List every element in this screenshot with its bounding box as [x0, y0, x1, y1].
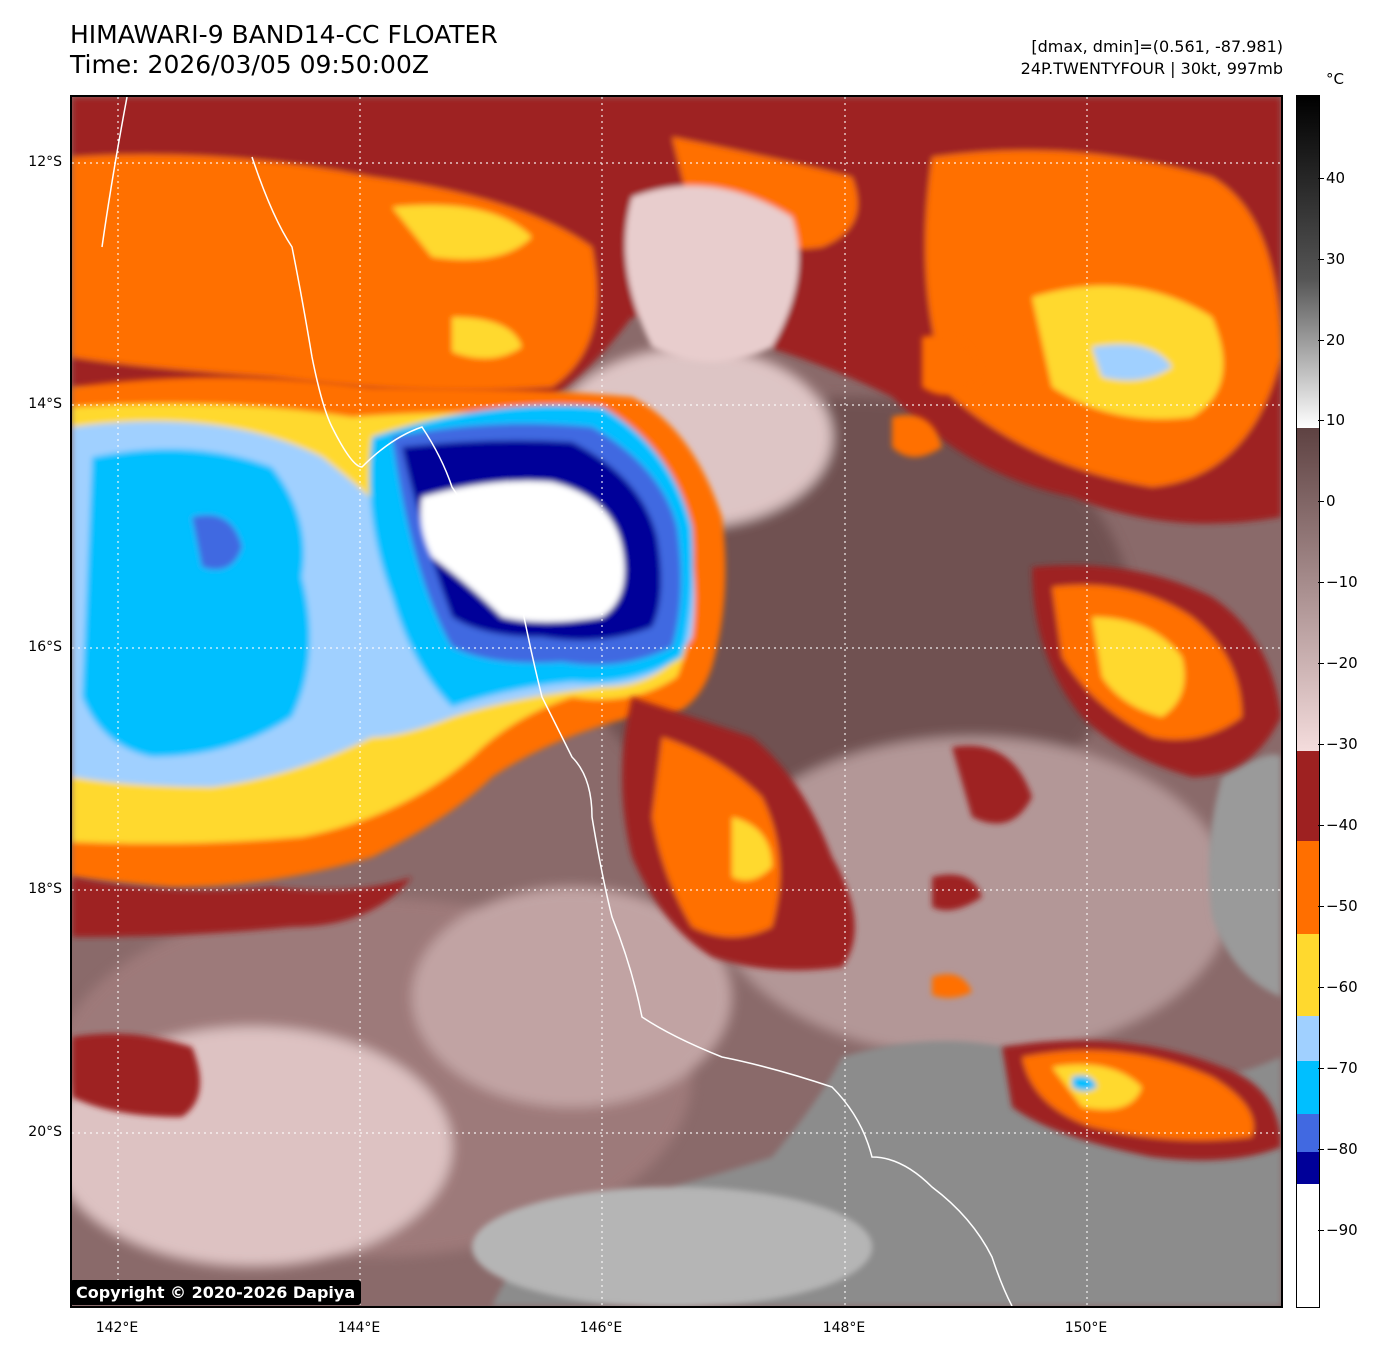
colorbar-svg	[1297, 96, 1319, 1307]
title-line-product: HIMAWARI-9 BAND14-CC FLOATER	[70, 20, 498, 49]
lower-cloud-band	[72, 697, 855, 1117]
lon-label-150e: 150°E	[1064, 1320, 1108, 1336]
lat-label-20s: 20°S	[28, 1124, 62, 1140]
colorbar-tick: −90	[1318, 1221, 1358, 1239]
colorbar-tick: −60	[1318, 978, 1358, 996]
lon-label-146e: 146°E	[579, 1320, 623, 1336]
lat-label-16s: 16°S	[28, 639, 62, 655]
lon-label-148e: 148°E	[822, 1320, 866, 1336]
storm-info-text: 24P.TWENTYFOUR | 30kt, 997mb	[1020, 59, 1283, 78]
colorbar-tick: 0	[1318, 492, 1336, 510]
colorbar-tick: −40	[1318, 816, 1358, 834]
satellite-image	[70, 95, 1283, 1308]
lat-label-14s: 14°S	[28, 396, 62, 412]
title-line-time: Time: 2026/03/05 09:50:00Z	[70, 50, 429, 79]
storm-meta: [dmax, dmin]=(0.561, -87.981) 24P.TWENTY…	[1021, 36, 1283, 80]
colorbar-tick: −30	[1318, 735, 1358, 753]
copyright-badge: Copyright © 2020-2026 Dapiya	[70, 1280, 362, 1305]
colorbar-tick: 30	[1317, 250, 1346, 268]
colorbar-tick: 40	[1317, 169, 1346, 187]
lon-label-144e: 144°E	[337, 1320, 381, 1336]
colorbar-tick: 20	[1317, 331, 1346, 349]
colorbar-tick: −10	[1318, 573, 1358, 591]
lat-label-18s: 18°S	[28, 881, 62, 897]
colorbar-tick: 10	[1317, 411, 1346, 429]
coastline	[101, 97, 1013, 1306]
lat-label-12s: 12°S	[28, 154, 62, 170]
colorbar	[1296, 95, 1320, 1308]
lon-label-142e: 142°E	[95, 1320, 139, 1336]
satellite-imagery-svg	[72, 97, 1281, 1306]
colorbar-tick: −50	[1318, 897, 1358, 915]
right-convection	[892, 335, 1281, 1161]
colorbar-tick: −20	[1318, 654, 1358, 672]
colorbar-unit: °C	[1326, 70, 1344, 88]
chart-title: HIMAWARI-9 BAND14-CC FLOATER Time: 2026/…	[70, 20, 498, 80]
dmax-dmin-text: [dmax, dmin]=(0.561, -87.981)	[1031, 37, 1283, 56]
colorbar-tick: −80	[1318, 1140, 1358, 1158]
colorbar-tick: −70	[1318, 1059, 1358, 1077]
